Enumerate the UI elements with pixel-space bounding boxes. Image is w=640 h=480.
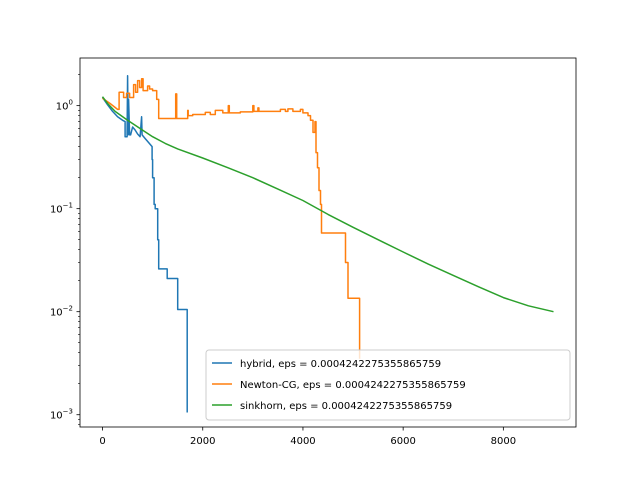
y-tick-label: 10−1 (50, 202, 73, 216)
x-axis: 0 2000 4000 6000 8000 (99, 427, 516, 447)
x-tick-label: 8000 (491, 436, 516, 447)
legend: hybrid, eps = 0.0004242275355865759 Newto… (205, 349, 571, 421)
y-axis: 10−3 10−2 10−1 100 (50, 74, 80, 426)
series-layer (101, 75, 554, 413)
x-tick-label: 2000 (190, 436, 215, 447)
series-line-0 (101, 75, 188, 413)
legend-box (205, 349, 571, 421)
y-tick-label: 10−3 (50, 408, 73, 422)
x-tick-label: 4000 (290, 436, 315, 447)
y-tick-label: 100 (56, 99, 73, 113)
series-line-2 (101, 96, 554, 313)
plot-frame (79, 57, 577, 428)
legend-label-1: Newton-CG, eps = 0.0004242275355865759 (240, 380, 466, 391)
x-tick-label: 6000 (390, 436, 415, 447)
x-tick-label: 0 (99, 436, 105, 447)
y-tick-label: 10−2 (50, 305, 73, 319)
series-line-1 (102, 78, 361, 359)
legend-label-2: sinkhorn, eps = 0.0004242275355865759 (240, 401, 452, 412)
legend-label-0: hybrid, eps = 0.0004242275355865759 (240, 359, 441, 370)
